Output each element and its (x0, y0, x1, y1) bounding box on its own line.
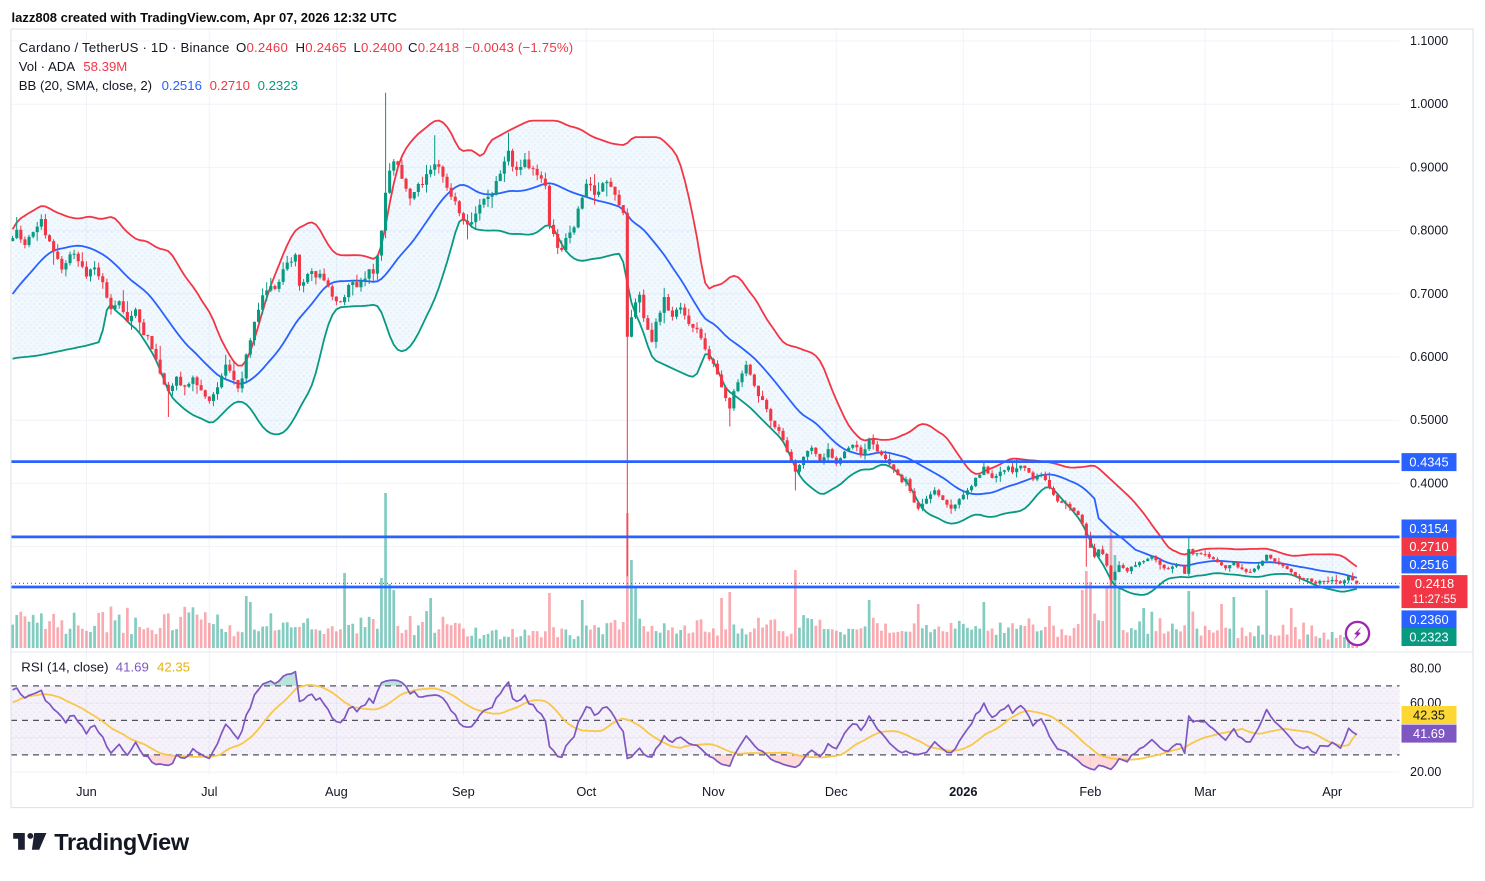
svg-text:0.2323: 0.2323 (1409, 630, 1448, 645)
svg-text:1.1000: 1.1000 (1410, 34, 1448, 48)
svg-text:0.5000: 0.5000 (1410, 413, 1448, 427)
svg-text:Jul: Jul (201, 784, 217, 799)
svg-text:0.4000: 0.4000 (1410, 476, 1448, 490)
svg-text:11:27:55: 11:27:55 (1413, 594, 1457, 606)
svg-text:Oct: Oct (576, 784, 596, 799)
svg-text:0.2516: 0.2516 (1409, 557, 1448, 572)
svg-text:Jun: Jun (76, 784, 97, 799)
svg-text:2026: 2026 (949, 784, 977, 799)
svg-text:0.8000: 0.8000 (1410, 224, 1448, 238)
svg-text:Apr: Apr (1322, 784, 1343, 799)
svg-text:Feb: Feb (1079, 784, 1101, 799)
svg-text:0.9000: 0.9000 (1410, 160, 1448, 174)
svg-text:42.35: 42.35 (1413, 708, 1445, 723)
svg-text:0.2360: 0.2360 (1409, 612, 1448, 627)
svg-text:20.00: 20.00 (1410, 765, 1441, 779)
svg-text:lazz808 created with TradingVi: lazz808 created with TradingView.com, Ap… (12, 10, 398, 25)
svg-text:0.6000: 0.6000 (1410, 350, 1448, 364)
svg-text:0.7000: 0.7000 (1410, 287, 1448, 301)
svg-text:0.4345: 0.4345 (1409, 455, 1448, 470)
svg-text:0.2710: 0.2710 (1409, 539, 1448, 554)
svg-text:Aug: Aug (325, 784, 348, 799)
svg-text:Nov: Nov (702, 784, 725, 799)
svg-text:Dec: Dec (825, 784, 848, 799)
svg-text:Sep: Sep (452, 784, 475, 799)
svg-text:TradingView: TradingView (54, 829, 190, 855)
svg-text:41.69: 41.69 (1413, 726, 1445, 741)
svg-text:0.3154: 0.3154 (1409, 521, 1448, 536)
svg-text:1.0000: 1.0000 (1410, 97, 1448, 111)
svg-text:80.00: 80.00 (1410, 662, 1441, 676)
svg-text:0.2418: 0.2418 (1415, 576, 1454, 591)
svg-text:Cardano / TetherUS · 1D · Bina: Cardano / TetherUS · 1D · BinanceO0.2460… (19, 40, 574, 55)
svg-text:Mar: Mar (1194, 784, 1217, 799)
